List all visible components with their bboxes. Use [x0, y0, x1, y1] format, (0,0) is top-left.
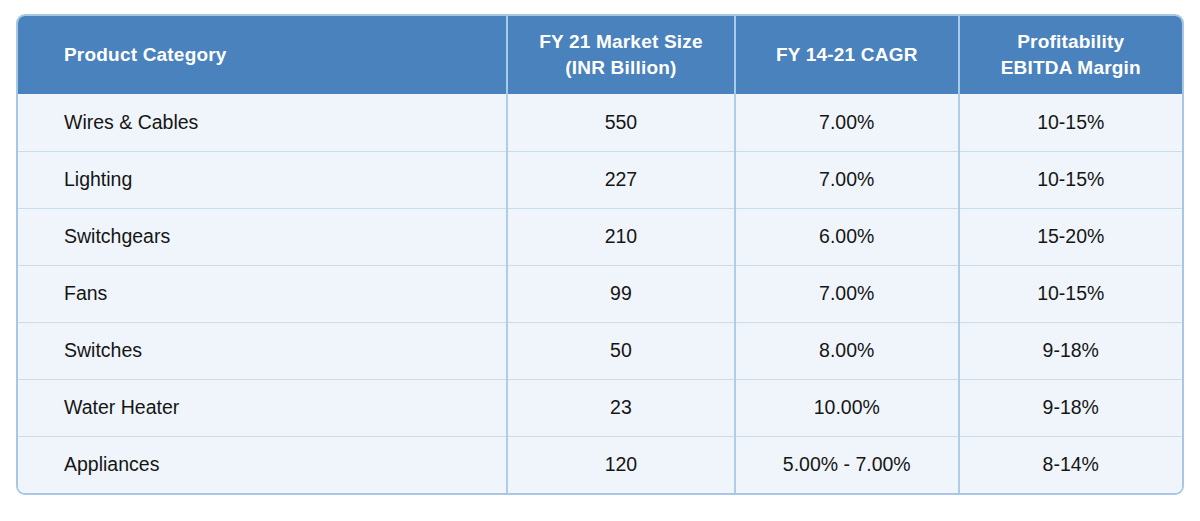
cell-cagr: 7.00%: [735, 265, 958, 322]
table-row: Fans 99 7.00% 10-15%: [18, 265, 1182, 322]
cell-profitability: 9-18%: [959, 322, 1183, 379]
column-header-cagr: FY 14-21 CAGR: [735, 16, 958, 94]
table-row: Switches 50 8.00% 9-18%: [18, 322, 1182, 379]
cell-profitability: 10-15%: [959, 265, 1183, 322]
cell-market-size: 550: [507, 94, 735, 151]
market-size-table: Product Category FY 21 Market Size (INR …: [18, 16, 1182, 493]
table-row: Water Heater 23 10.00% 9-18%: [18, 379, 1182, 436]
cell-market-size: 120: [507, 436, 735, 493]
cell-market-size: 210: [507, 208, 735, 265]
cell-market-size: 50: [507, 322, 735, 379]
cell-market-size: 23: [507, 379, 735, 436]
cell-product-category: Lighting: [18, 151, 507, 208]
cell-cagr: 8.00%: [735, 322, 958, 379]
cell-product-category: Switchgears: [18, 208, 507, 265]
cell-product-category: Wires & Cables: [18, 94, 507, 151]
cell-cagr: 10.00%: [735, 379, 958, 436]
cell-profitability: 15-20%: [959, 208, 1183, 265]
column-header-product-category: Product Category: [18, 16, 507, 94]
cell-profitability: 9-18%: [959, 379, 1183, 436]
cell-market-size: 99: [507, 265, 735, 322]
cell-cagr: 7.00%: [735, 94, 958, 151]
cell-product-category: Water Heater: [18, 379, 507, 436]
table-row: Appliances 120 5.00% - 7.00% 8-14%: [18, 436, 1182, 493]
table-row: Switchgears 210 6.00% 15-20%: [18, 208, 1182, 265]
cell-cagr: 7.00%: [735, 151, 958, 208]
cell-profitability: 10-15%: [959, 94, 1183, 151]
cell-profitability: 10-15%: [959, 151, 1183, 208]
cell-product-category: Appliances: [18, 436, 507, 493]
cell-cagr: 5.00% - 7.00%: [735, 436, 958, 493]
column-header-profitability: Profitability EBITDA Margin: [959, 16, 1183, 94]
cell-product-category: Fans: [18, 265, 507, 322]
column-header-market-size: FY 21 Market Size (INR Billion): [507, 16, 735, 94]
table-header-row: Product Category FY 21 Market Size (INR …: [18, 16, 1182, 94]
table-row: Wires & Cables 550 7.00% 10-15%: [18, 94, 1182, 151]
market-size-table-container: Product Category FY 21 Market Size (INR …: [16, 14, 1184, 495]
table-row: Lighting 227 7.00% 10-15%: [18, 151, 1182, 208]
cell-profitability: 8-14%: [959, 436, 1183, 493]
cell-product-category: Switches: [18, 322, 507, 379]
cell-market-size: 227: [507, 151, 735, 208]
cell-cagr: 6.00%: [735, 208, 958, 265]
